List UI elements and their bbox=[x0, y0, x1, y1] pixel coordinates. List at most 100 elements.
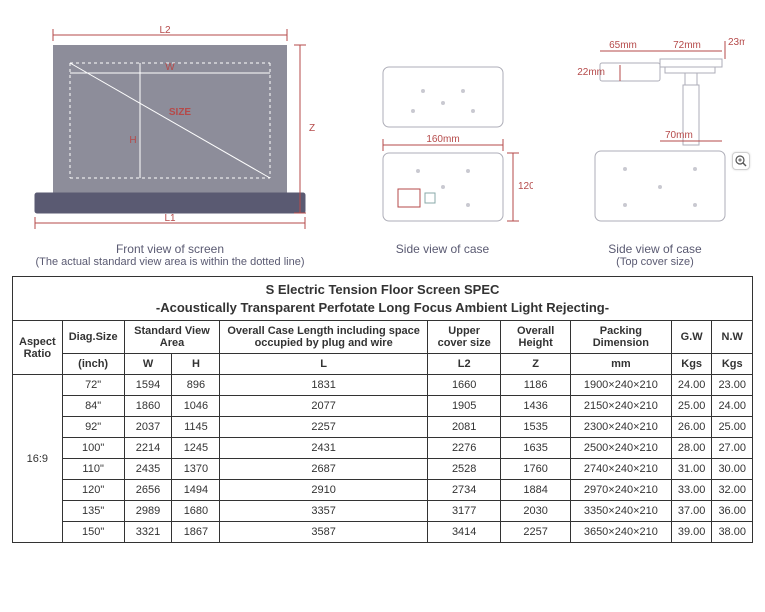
cell-L: 1831 bbox=[220, 375, 428, 396]
spec-body: 16:972"15948961831166011861900×240×21024… bbox=[13, 375, 753, 543]
front-view-svg: L2 W SIZE H L1 bbox=[25, 23, 315, 233]
side2-svg: 65mm 72mm 23mm 22mm 70mm bbox=[565, 33, 745, 233]
cell-gw: 33.00 bbox=[671, 480, 712, 501]
cell-pack: 2300×240×210 bbox=[570, 417, 671, 438]
cell-w: 2656 bbox=[124, 480, 172, 501]
cell-nw: 25.00 bbox=[712, 417, 753, 438]
cell-h: 1680 bbox=[172, 501, 220, 522]
cell-w: 3321 bbox=[124, 522, 172, 543]
u-kgs1: Kgs bbox=[671, 354, 712, 375]
hdr-nw: N.W bbox=[712, 321, 753, 354]
dim-120: 120mm bbox=[518, 181, 533, 192]
side2-subcaption: (Top cover size) bbox=[565, 256, 745, 268]
u-kgs2: Kgs bbox=[712, 354, 753, 375]
cell-diag: 135" bbox=[62, 501, 124, 522]
cell-diag: 110" bbox=[62, 459, 124, 480]
dim-70: 70mm bbox=[665, 130, 693, 141]
hdr-gw: G.W bbox=[671, 321, 712, 354]
cell-nw: 36.00 bbox=[712, 501, 753, 522]
cell-w: 1594 bbox=[124, 375, 172, 396]
cell-L: 2431 bbox=[220, 438, 428, 459]
cell-h: 1046 bbox=[172, 396, 220, 417]
cell-gw: 24.00 bbox=[671, 375, 712, 396]
cell-pack: 2150×240×210 bbox=[570, 396, 671, 417]
label-L2: L2 bbox=[159, 25, 171, 36]
dim-65: 65mm bbox=[609, 40, 637, 51]
cell-diag: 84" bbox=[62, 396, 124, 417]
spec-title: S Electric Tension Floor Screen SPEC -Ac… bbox=[13, 277, 753, 321]
cell-pack: 2970×240×210 bbox=[570, 480, 671, 501]
u-mm: mm bbox=[570, 354, 671, 375]
hdr-packing: Packing Dimension bbox=[570, 321, 671, 354]
u-w: W bbox=[124, 354, 172, 375]
diagrams-row: L2 W SIZE H L1 bbox=[0, 0, 765, 268]
table-row: 120"265614942910273418842970×240×21033.0… bbox=[13, 480, 753, 501]
dim-160: 160mm bbox=[426, 134, 459, 145]
dim-23: 23mm bbox=[728, 37, 745, 48]
label-W: W bbox=[165, 62, 175, 73]
hdr-aspect: Aspect Ratio bbox=[13, 321, 63, 375]
cell-diag: 120" bbox=[62, 480, 124, 501]
cell-L2: 3177 bbox=[427, 501, 501, 522]
cell-nw: 30.00 bbox=[712, 459, 753, 480]
label-L1: L1 bbox=[164, 213, 176, 224]
cell-Z: 1436 bbox=[501, 396, 570, 417]
cell-L: 3587 bbox=[220, 522, 428, 543]
cell-nw: 27.00 bbox=[712, 438, 753, 459]
cell-h: 1494 bbox=[172, 480, 220, 501]
cell-Z: 2030 bbox=[501, 501, 570, 522]
cell-h: 1370 bbox=[172, 459, 220, 480]
aspect-ratio-cell: 16:9 bbox=[13, 375, 63, 543]
cell-nw: 23.00 bbox=[712, 375, 753, 396]
label-Z: Z bbox=[309, 123, 315, 134]
side-view-2-diagram: 65mm 72mm 23mm 22mm 70mm Side view of ca… bbox=[565, 33, 745, 268]
table-row: 92"203711452257208115352300×240×21026.00… bbox=[13, 417, 753, 438]
cell-L2: 1905 bbox=[427, 396, 501, 417]
cell-w: 1860 bbox=[124, 396, 172, 417]
cell-L: 3357 bbox=[220, 501, 428, 522]
spec-table: S Electric Tension Floor Screen SPEC -Ac… bbox=[12, 276, 753, 543]
cell-diag: 100" bbox=[62, 438, 124, 459]
cell-h: 1867 bbox=[172, 522, 220, 543]
hdr-overallL: Overall Case Length including space occu… bbox=[220, 321, 428, 354]
cell-Z: 1535 bbox=[501, 417, 570, 438]
cell-nw: 32.00 bbox=[712, 480, 753, 501]
side2-caption: Side view of case bbox=[565, 242, 745, 256]
cell-diag: 72" bbox=[62, 375, 124, 396]
table-row: 100"221412452431227616352500×240×21028.0… bbox=[13, 438, 753, 459]
zoom-in-button[interactable] bbox=[732, 152, 750, 170]
cell-gw: 31.00 bbox=[671, 459, 712, 480]
cell-L2: 2081 bbox=[427, 417, 501, 438]
hdr-upper: Upper cover size bbox=[427, 321, 501, 354]
cell-gw: 39.00 bbox=[671, 522, 712, 543]
cell-gw: 26.00 bbox=[671, 417, 712, 438]
cell-nw: 38.00 bbox=[712, 522, 753, 543]
cell-h: 1145 bbox=[172, 417, 220, 438]
cell-w: 2037 bbox=[124, 417, 172, 438]
table-row: 150"332118673587341422573650×240×21039.0… bbox=[13, 522, 753, 543]
hdr-std: Standard View Area bbox=[124, 321, 220, 354]
cell-w: 2435 bbox=[124, 459, 172, 480]
header-row-units: (inch) W H L L2 Z mm Kgs Kgs bbox=[13, 354, 753, 375]
cell-h: 896 bbox=[172, 375, 220, 396]
label-H: H bbox=[129, 135, 136, 146]
cell-L: 2257 bbox=[220, 417, 428, 438]
side1-svg: 160mm 120mm bbox=[353, 33, 533, 233]
side-view-1-diagram: 160mm 120mm Side view of case bbox=[353, 33, 533, 268]
cell-pack: 2740×240×210 bbox=[570, 459, 671, 480]
cell-h: 1245 bbox=[172, 438, 220, 459]
cell-diag: 92" bbox=[62, 417, 124, 438]
hdr-overallH: Overall Height bbox=[501, 321, 570, 354]
cell-pack: 3650×240×210 bbox=[570, 522, 671, 543]
spec-title-line1: S Electric Tension Floor Screen SPEC bbox=[266, 282, 500, 297]
u-L2: L2 bbox=[427, 354, 501, 375]
table-row: 16:972"15948961831166011861900×240×21024… bbox=[13, 375, 753, 396]
u-h: H bbox=[172, 354, 220, 375]
front-subcaption: (The actual standard view area is within… bbox=[20, 256, 320, 268]
cell-L2: 2276 bbox=[427, 438, 501, 459]
cell-L2: 3414 bbox=[427, 522, 501, 543]
table-row: 135"298916803357317720303350×240×21037.0… bbox=[13, 501, 753, 522]
cell-w: 2989 bbox=[124, 501, 172, 522]
cell-gw: 37.00 bbox=[671, 501, 712, 522]
u-L: L bbox=[220, 354, 428, 375]
